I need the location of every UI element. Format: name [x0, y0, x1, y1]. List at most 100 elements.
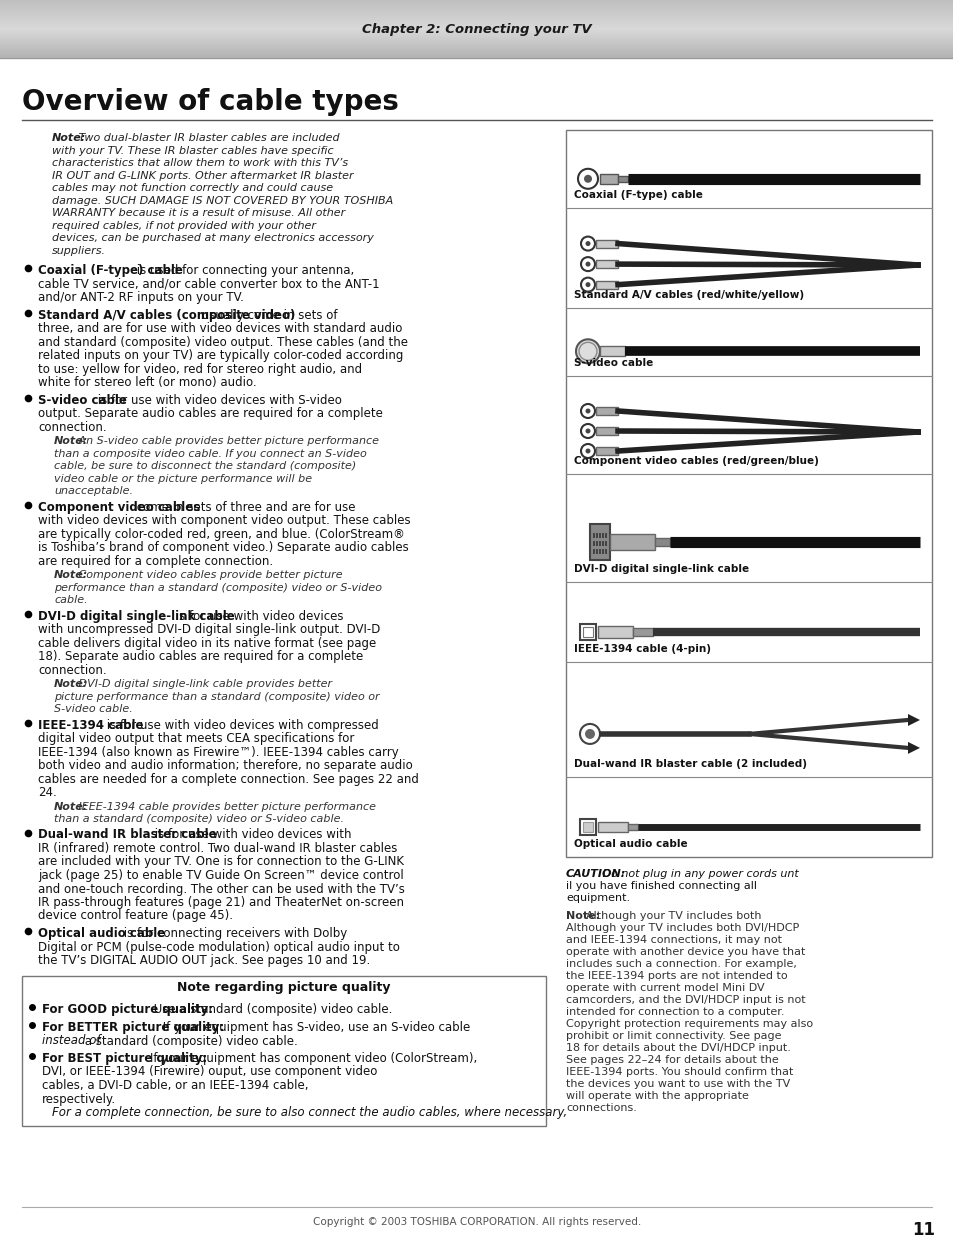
Text: S-video cable: S-video cable — [574, 358, 653, 368]
Text: is for use with video devices with: is for use with video devices with — [151, 829, 351, 841]
Text: camcorders, and the DVI/HDCP input is not: camcorders, and the DVI/HDCP input is no… — [565, 995, 804, 1005]
Text: both video and audio information; therefore, no separate audio: both video and audio information; theref… — [38, 760, 413, 772]
Text: connection.: connection. — [38, 663, 107, 677]
Text: Although your TV includes both DVI/HDCP: Although your TV includes both DVI/HDCP — [565, 923, 799, 932]
Bar — [618, 175, 627, 182]
Bar — [599, 174, 618, 184]
Bar — [596, 541, 598, 546]
Bar — [601, 541, 603, 546]
Text: IEEE-1394 ports. You should confirm that: IEEE-1394 ports. You should confirm that — [565, 1067, 793, 1077]
Text: Note:: Note: — [565, 911, 599, 921]
Text: DVI-D digital single-link cable provides better: DVI-D digital single-link cable provides… — [75, 679, 333, 689]
Text: CAUTION:: CAUTION: — [565, 869, 625, 879]
Text: video cable or the picture performance will be: video cable or the picture performance w… — [54, 473, 312, 483]
Text: Note:: Note: — [54, 679, 89, 689]
Text: suppliers.: suppliers. — [52, 246, 106, 256]
Bar — [604, 541, 606, 546]
Text: equipment.: equipment. — [565, 893, 630, 903]
Text: WARRANTY because it is a result of misuse. All other: WARRANTY because it is a result of misus… — [52, 207, 345, 219]
Text: Component video cables: Component video cables — [38, 500, 200, 514]
Text: is for use with video devices: is for use with video devices — [172, 610, 343, 622]
Bar — [633, 627, 652, 636]
Text: the TV’s DIGITAL AUDIO OUT jack. See pages 10 and 19.: the TV’s DIGITAL AUDIO OUT jack. See pag… — [38, 953, 370, 967]
Text: instead of: instead of — [42, 1035, 100, 1047]
Text: Although your TV includes both: Although your TV includes both — [585, 911, 760, 921]
Bar — [598, 548, 600, 553]
Text: cable delivers digital video in its native format (see page: cable delivers digital video in its nati… — [38, 636, 375, 650]
Text: intended for connection to a computer.: intended for connection to a computer. — [565, 1007, 783, 1016]
Text: digital video output that meets CEA specifications for: digital video output that meets CEA spec… — [38, 732, 354, 745]
Circle shape — [576, 340, 599, 363]
Text: Dual-wand IR blaster cable (2 included): Dual-wand IR blaster cable (2 included) — [574, 760, 806, 769]
Text: damage. SUCH DAMAGE IS NOT COVERED BY YOUR TOSHIBA: damage. SUCH DAMAGE IS NOT COVERED BY YO… — [52, 195, 393, 205]
Polygon shape — [907, 714, 919, 726]
Circle shape — [585, 429, 590, 433]
Text: 18). Separate audio cables are required for a complete: 18). Separate audio cables are required … — [38, 650, 363, 663]
Text: Overview of cable types: Overview of cable types — [22, 88, 398, 116]
Text: is for use with video devices with S-video: is for use with video devices with S-vid… — [94, 394, 342, 406]
Text: usually come in sets of: usually come in sets of — [198, 309, 337, 321]
Text: are included with your TV. One is for connection to the G-LINK: are included with your TV. One is for co… — [38, 856, 403, 868]
Text: For BEST picture quality:: For BEST picture quality: — [42, 1052, 207, 1065]
Bar — [599, 346, 624, 357]
Text: than a composite video cable. If you connect an S-video: than a composite video cable. If you con… — [54, 448, 366, 458]
Text: Copyright protection requirements may also: Copyright protection requirements may al… — [565, 1019, 812, 1029]
Circle shape — [585, 282, 590, 287]
Text: 11: 11 — [911, 1221, 935, 1235]
Text: DVI, or IEEE-1394 (Firewire) ouput, use component video: DVI, or IEEE-1394 (Firewire) ouput, use … — [42, 1066, 377, 1078]
Bar — [582, 627, 593, 637]
Text: IR OUT and G-LINK ports. Other aftermarket IR blaster: IR OUT and G-LINK ports. Other aftermark… — [52, 170, 354, 180]
Text: Digital or PCM (pulse-code modulation) optical audio input to: Digital or PCM (pulse-code modulation) o… — [38, 941, 399, 953]
Text: If your equipment has S-video, use an S-video cable: If your equipment has S-video, use an S-… — [159, 1021, 470, 1034]
Text: cables, a DVI-D cable, or an IEEE-1394 cable,: cables, a DVI-D cable, or an IEEE-1394 c… — [42, 1079, 308, 1092]
Bar — [604, 548, 606, 553]
Text: the devices you want to use with the TV: the devices you want to use with the TV — [565, 1079, 789, 1089]
Text: and one-touch recording. The other can be used with the TV’s: and one-touch recording. The other can b… — [38, 883, 404, 895]
Text: cables are needed for a complete connection. See pages 22 and: cables are needed for a complete connect… — [38, 773, 418, 785]
Bar — [565, 130, 931, 857]
Bar — [598, 532, 600, 538]
Bar — [579, 624, 596, 640]
Bar — [598, 823, 627, 832]
Text: For BETTER picture quality:: For BETTER picture quality: — [42, 1021, 224, 1034]
Circle shape — [585, 241, 590, 246]
Circle shape — [585, 448, 590, 453]
Text: the IEEE-1394 ports are not intended to: the IEEE-1394 ports are not intended to — [565, 971, 787, 981]
Polygon shape — [907, 742, 919, 753]
Text: come in sets of three and are for use: come in sets of three and are for use — [133, 500, 355, 514]
Bar — [596, 261, 618, 268]
Bar — [589, 524, 609, 559]
Text: Optical audio cable: Optical audio cable — [574, 839, 687, 848]
Text: IR (infrared) remote control. Two dual-wand IR blaster cables: IR (infrared) remote control. Two dual-w… — [38, 842, 397, 855]
Text: IEEE-1394 cable (4-pin): IEEE-1394 cable (4-pin) — [574, 643, 710, 655]
Text: Coaxial (F-type) cable: Coaxial (F-type) cable — [38, 264, 183, 277]
Text: jack (page 25) to enable TV Guide On Screen™ device control: jack (page 25) to enable TV Guide On Scr… — [38, 869, 403, 882]
Bar — [596, 408, 618, 415]
Bar — [596, 240, 618, 247]
Bar — [596, 532, 598, 538]
Bar — [582, 823, 593, 832]
Bar — [22, 976, 545, 1125]
Text: and standard (composite) video output. These cables (and the: and standard (composite) video output. T… — [38, 336, 408, 348]
Text: cable.: cable. — [54, 595, 88, 605]
Circle shape — [585, 409, 590, 414]
Text: Note:: Note: — [52, 133, 86, 143]
Text: connection.: connection. — [38, 420, 107, 433]
Text: For a complete connection, be sure to also connect the audio cables, where neces: For a complete connection, be sure to al… — [52, 1107, 567, 1119]
Text: IEEE-1394 cable: IEEE-1394 cable — [38, 719, 143, 731]
Bar — [593, 541, 595, 546]
Text: Optical audio cable: Optical audio cable — [38, 927, 165, 940]
Text: unacceptable.: unacceptable. — [54, 487, 132, 496]
Bar — [601, 532, 603, 538]
Text: S-video cable: S-video cable — [38, 394, 127, 406]
Circle shape — [584, 729, 595, 739]
Bar — [596, 447, 618, 454]
Text: operate with current model Mini DV: operate with current model Mini DV — [565, 983, 763, 993]
Text: is Toshiba’s brand of component video.) Separate audio cables: is Toshiba’s brand of component video.) … — [38, 541, 408, 555]
Text: 18 for details about the DVI/HDCP input.: 18 for details about the DVI/HDCP input. — [565, 1044, 790, 1053]
Text: three, and are for use with video devices with standard audio: three, and are for use with video device… — [38, 322, 402, 335]
Bar — [579, 819, 596, 835]
Text: IEEE-1394 (also known as Firewire™). IEEE-1394 cables carry: IEEE-1394 (also known as Firewire™). IEE… — [38, 746, 398, 758]
Bar — [596, 548, 598, 553]
Text: will operate with the appropriate: will operate with the appropriate — [565, 1091, 748, 1100]
